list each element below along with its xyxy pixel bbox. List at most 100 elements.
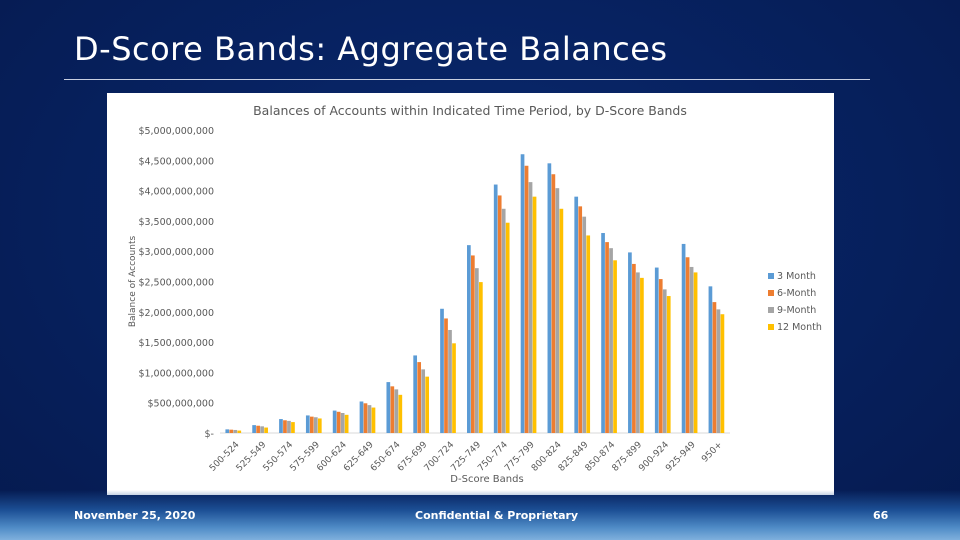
bar: [666, 296, 671, 433]
bar: [640, 277, 644, 433]
legend-swatch: [768, 307, 774, 313]
bar: [574, 196, 579, 433]
bar: [264, 427, 268, 433]
bar: [398, 394, 403, 433]
bar: [229, 429, 234, 433]
bar: [636, 272, 640, 433]
legend-swatch: [768, 290, 774, 296]
x-tick-label: 950+: [700, 440, 725, 465]
bar: [467, 245, 471, 433]
title-divider: [64, 79, 870, 80]
y-tick-label: $500,000,000: [148, 399, 214, 410]
bar: [582, 216, 587, 433]
bar: [444, 318, 448, 433]
bar: [363, 403, 368, 433]
bar: [340, 413, 345, 433]
bar: [551, 174, 556, 433]
bar: [317, 418, 322, 433]
bar: [689, 266, 694, 433]
bar: [605, 242, 609, 433]
y-tick-label: $1,000,000,000: [138, 368, 214, 379]
bar: [475, 268, 479, 433]
bar: [237, 430, 242, 433]
y-tick-label: $3,000,000,000: [138, 247, 214, 258]
bar: [681, 243, 686, 433]
bar: [555, 188, 560, 433]
bar: [586, 235, 591, 433]
bar: [256, 425, 260, 433]
bar: [493, 184, 498, 433]
bar: [332, 410, 337, 433]
chart-panel: Balances of Accounts within Indicated Ti…: [107, 93, 834, 495]
bar: [394, 389, 399, 433]
y-tick-label: $4,500,000,000: [138, 156, 214, 167]
bar: [720, 314, 725, 433]
legend-label: 6-Month: [777, 288, 816, 299]
bar: [336, 411, 341, 433]
slide-title: D-Score Bands: Aggregate Balances: [74, 30, 668, 68]
bar: [528, 182, 533, 433]
y-tick-label: $-: [205, 429, 214, 440]
bar: [693, 272, 698, 433]
x-axis-label: D-Score Bands: [450, 474, 523, 485]
bar: [685, 257, 690, 433]
bar: [658, 279, 663, 433]
y-tick-label: $4,000,000,000: [138, 187, 214, 198]
legend-label: 12 Month: [777, 322, 822, 333]
bar: [367, 405, 372, 433]
bar: [440, 308, 444, 433]
bar: [448, 329, 452, 433]
bar: [344, 414, 349, 433]
legend-swatch: [768, 324, 774, 330]
bar: [471, 255, 475, 433]
bar: [520, 154, 525, 434]
y-tick-label: $1,500,000,000: [138, 338, 214, 349]
page-number: 66: [873, 509, 889, 522]
bar: [359, 401, 364, 433]
bar: [413, 355, 418, 433]
x-tick-label: 925-949: [664, 440, 698, 474]
footer-date: November 25, 2020: [74, 509, 196, 522]
bar: [417, 362, 422, 433]
bar: [662, 289, 667, 433]
bar: [559, 208, 564, 433]
bar: [279, 419, 283, 433]
bar: [479, 282, 483, 433]
legend-label: 9-Month: [777, 305, 816, 316]
chart-title: Balances of Accounts within Indicated Ti…: [253, 103, 687, 118]
y-tick-label: $2,500,000,000: [138, 278, 214, 289]
bar: [386, 382, 391, 433]
bar: [309, 416, 314, 433]
bar: [654, 267, 659, 433]
bar-chart: Balances of Accounts within Indicated Ti…: [128, 103, 822, 485]
legend-swatch: [768, 273, 774, 279]
bar: [524, 165, 529, 433]
bar: [305, 415, 310, 433]
bar: [712, 302, 717, 433]
bar: [313, 417, 318, 433]
bar: [497, 195, 502, 433]
y-tick-label: $5,000,000,000: [138, 126, 214, 137]
bar: [371, 407, 376, 433]
y-axis-label: Balance of Accounts: [128, 236, 138, 328]
bar: [708, 286, 713, 433]
bar: [452, 343, 456, 433]
bar: [291, 422, 295, 433]
bar: [390, 386, 395, 433]
bar: [613, 260, 617, 433]
bar: [632, 263, 636, 433]
footer-band: [0, 490, 960, 540]
bar: [233, 429, 238, 433]
bar: [578, 206, 583, 433]
bar: [501, 208, 506, 433]
footer-confidential: Confidential & Proprietary: [415, 509, 579, 522]
bar: [532, 196, 537, 433]
bar: [547, 163, 552, 433]
bar: [628, 252, 632, 433]
bar: [283, 420, 287, 433]
y-tick-label: $2,000,000,000: [138, 308, 214, 319]
bar: [505, 222, 510, 433]
bar: [716, 309, 721, 433]
bar: [287, 420, 291, 433]
bar: [609, 248, 613, 433]
